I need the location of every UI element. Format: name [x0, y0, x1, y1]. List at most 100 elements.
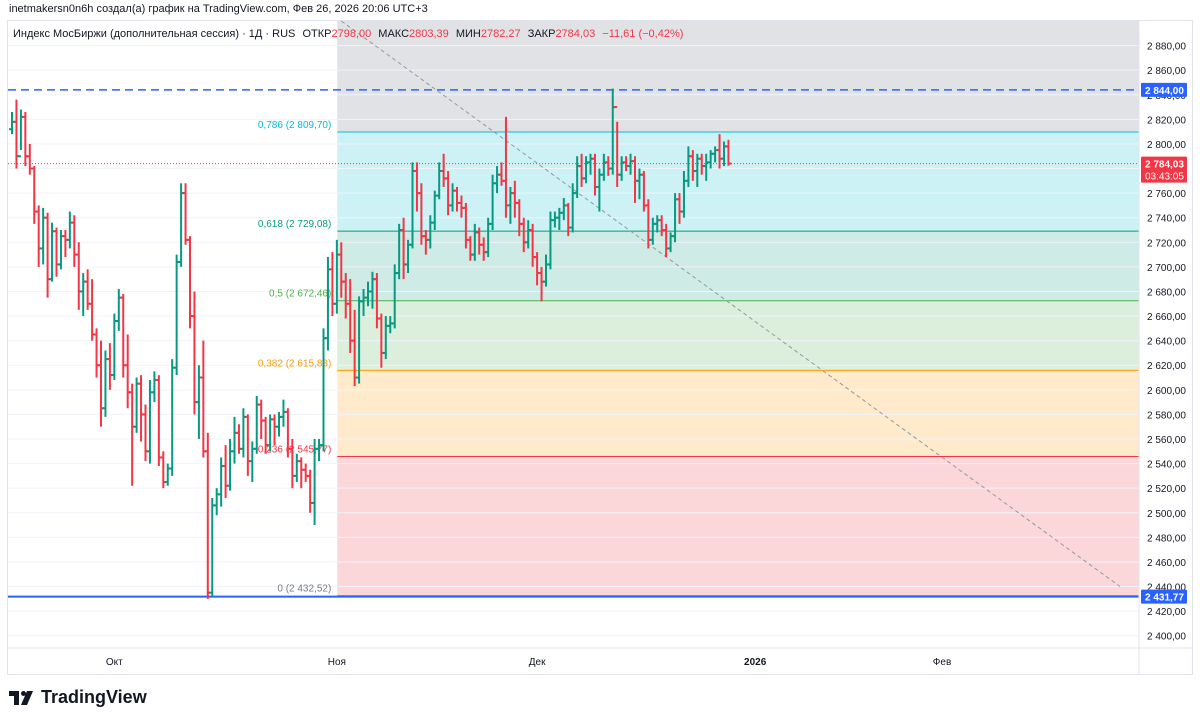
price-tick-label: 2 660,00	[1147, 312, 1186, 323]
price-tick-label: 2 680,00	[1147, 287, 1186, 298]
ohlc-bar	[298, 457, 305, 489]
ohlc-bar	[155, 375, 162, 467]
ohlc-bar	[102, 350, 109, 417]
ohlc-bar	[240, 408, 247, 458]
current-price-badge-label: 2 784,03	[1145, 160, 1184, 171]
price-tick-label: 2 640,00	[1147, 337, 1186, 348]
level-0-badge	[1141, 82, 1187, 97]
ohlc-bar	[227, 439, 234, 491]
price-tick-label: 2 700,00	[1147, 263, 1186, 274]
ohlc-bar	[44, 212, 51, 298]
price-tick-label: 2 520,00	[1147, 484, 1186, 495]
ohlc-bar	[138, 375, 145, 442]
ohlc-bar	[324, 257, 331, 351]
price-tick-label: 2 580,00	[1147, 410, 1186, 421]
level-0-badge-label: 2 844,00	[1145, 86, 1184, 97]
ohlc-bar	[93, 328, 100, 378]
low-value: 2782,27	[480, 28, 521, 40]
open-value: 2798,00	[331, 28, 372, 40]
ohlc-bar	[40, 207, 47, 265]
ohlc-bar	[129, 383, 136, 486]
ohlc-bar	[258, 399, 265, 439]
ohlc-bar	[62, 230, 69, 258]
ohlc-bar	[89, 279, 96, 341]
fib-zone-0.786	[337, 132, 1139, 232]
tradingview-logo-text: TradingView	[41, 687, 147, 707]
fib-label-0.236: 0,236 (2 545,77)	[258, 444, 331, 455]
ohlc-bar	[53, 227, 60, 277]
ohlc-bar	[115, 289, 122, 331]
ohlc-bar	[13, 99, 20, 169]
ohlc-bar	[195, 365, 202, 439]
ohlc-bar	[329, 252, 336, 317]
fib-zone-0.5	[337, 300, 1139, 371]
ohlc-bar	[276, 411, 282, 437]
ohlc-bar	[173, 254, 180, 376]
ohlc-bar	[271, 414, 278, 446]
ohlc-bar	[31, 166, 38, 224]
level-1-badge-label: 2 431,77	[1145, 593, 1184, 604]
ohlc-bar	[142, 404, 149, 462]
price-tick-label: 2 480,00	[1147, 533, 1186, 544]
ohlc-bar	[249, 441, 256, 483]
time-tick-label: 2026	[744, 657, 767, 668]
fib-label-0.618: 0,618 (2 729,08)	[258, 219, 331, 230]
ohlc-bar	[9, 111, 15, 135]
ohlc-bar	[26, 143, 33, 175]
ohlc-bar	[98, 340, 104, 427]
fib-zone-0.236	[337, 456, 1139, 596]
close-value: 2784,03	[555, 28, 596, 40]
chart-area[interactable]: 0 (2 432,52) 0,236 (2 545,77) 0,382 (2 615…	[7, 20, 1193, 675]
ohlc-bar	[244, 414, 251, 476]
ohlc-bar	[169, 359, 176, 476]
ohlc-chart[interactable]: 0 (2 432,52) 0,236 (2 545,77) 0,382 (2 615…	[8, 21, 1192, 674]
ohlc-bar	[231, 416, 238, 464]
level-1-badge	[1141, 589, 1187, 604]
price-scale	[1139, 21, 1192, 674]
ohlc-bar	[106, 343, 113, 390]
fib-label-0.5: 0,5 (2 672,46)	[269, 289, 331, 300]
ohlc-bar	[302, 463, 309, 483]
price-tick-label: 2 860,00	[1147, 66, 1186, 77]
ohlc-bar	[725, 139, 732, 166]
tradingview-logo-icon	[9, 690, 33, 705]
ohlc-bar	[111, 313, 118, 380]
ohlc-bar	[307, 469, 314, 513]
ohlc-bar	[182, 183, 189, 245]
time-tick-label: Ноя	[328, 657, 346, 668]
ohlc-bar	[80, 273, 87, 317]
tradingview-logo[interactable]: TradingView	[9, 687, 147, 708]
price-tick-label: 2 820,00	[1147, 115, 1186, 126]
price-tick-label: 2 460,00	[1147, 558, 1186, 569]
current-price-badge	[1141, 156, 1187, 183]
price-tick-label: 2 620,00	[1147, 361, 1186, 372]
current-price-badge-timer: 03:43:05	[1145, 172, 1184, 183]
price-tick-label: 2 600,00	[1147, 386, 1186, 397]
ohlc-bar	[213, 488, 220, 516]
price-tick-label: 2 740,00	[1147, 214, 1186, 225]
ohlc-bar	[75, 242, 82, 310]
price-tick-label: 2 720,00	[1147, 238, 1186, 249]
ohlc-bar	[191, 291, 198, 415]
ohlc-bar	[35, 205, 42, 267]
price-tick-label: 2 500,00	[1147, 509, 1186, 520]
ohlc-bar	[293, 453, 300, 483]
fib-zone-0.618	[337, 231, 1139, 301]
price-tick-label: 2 800,00	[1147, 140, 1186, 151]
ohlc-bar	[66, 211, 73, 249]
ohlc-bar	[280, 399, 287, 427]
ohlc-bar	[187, 236, 193, 329]
fib-label-0.786: 0,786 (2 809,70)	[258, 120, 331, 131]
ohlc-bar	[178, 183, 185, 267]
time-tick-label: Фев	[933, 657, 951, 668]
price-tick-label: 2 400,00	[1147, 632, 1186, 643]
time-tick-label: Окт	[106, 657, 123, 668]
ohlc-bar	[222, 445, 229, 499]
high-label: МАКС	[378, 28, 410, 40]
price-tick-label: 2 440,00	[1147, 583, 1186, 594]
fib-label-0.382: 0,382 (2 615,83)	[258, 358, 331, 369]
ohlc-bar	[218, 457, 225, 507]
ohlc-bar	[204, 432, 211, 599]
high-value: 2803,39	[409, 28, 449, 40]
time-tick-label: Дек	[529, 657, 546, 668]
